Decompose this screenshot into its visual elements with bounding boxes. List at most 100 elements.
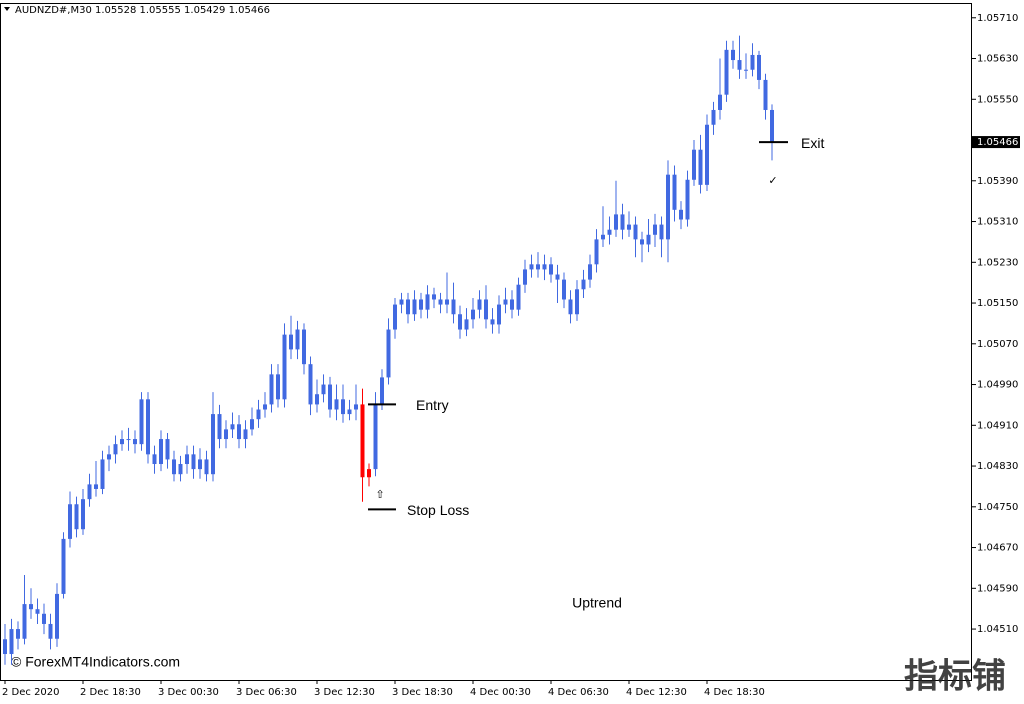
candle-body (295, 329, 300, 350)
candle-body (146, 399, 150, 455)
candle-body (484, 299, 488, 320)
candle-body (633, 224, 638, 240)
candle-body (419, 299, 423, 310)
candle-body (81, 499, 85, 530)
candle-body (354, 404, 358, 410)
candle-body (412, 299, 417, 315)
candle-body (705, 124, 709, 185)
candle-body (16, 629, 20, 639)
current-price-label: 1.05466 (977, 137, 1018, 148)
y-tick-label: 1.05390 (977, 176, 1018, 187)
candle-body (393, 304, 397, 330)
candle-body (477, 299, 482, 310)
y-tick-label: 1.04670 (977, 543, 1018, 554)
candle-body (373, 404, 378, 470)
candle-body (471, 309, 475, 320)
candle-body (61, 538, 66, 594)
y-tick-label: 1.04590 (977, 583, 1018, 594)
candle-body (542, 264, 547, 270)
candle-body (217, 414, 222, 440)
candle-body (640, 239, 644, 245)
y-tick-label: 1.04830 (977, 461, 1018, 472)
annotation: Uptrend (572, 595, 622, 611)
candle-body (718, 94, 722, 110)
candle-body (367, 469, 371, 478)
candle-body (731, 49, 735, 61)
candle-body (750, 54, 755, 70)
candle-body (757, 54, 761, 80)
candle-body (198, 459, 202, 470)
y-tick-label: 1.04910 (977, 420, 1018, 431)
candle-body (458, 314, 462, 330)
x-tick-label: 3 Dec 06:30 (236, 687, 297, 698)
x-tick-label: 3 Dec 12:30 (314, 687, 375, 698)
candle-body (250, 419, 254, 430)
candle-body (308, 364, 313, 405)
candle-body (230, 424, 235, 430)
candle-body (607, 229, 612, 235)
candle-body (432, 294, 436, 300)
candle-body (68, 504, 72, 539)
candle-body (744, 69, 748, 71)
candle-body (666, 174, 670, 240)
candle-body (490, 319, 495, 325)
watermark-site: © ForexMT4Indicators.com (11, 654, 180, 670)
y-tick-label: 1.05070 (977, 339, 1018, 350)
candle-body (516, 284, 521, 310)
candle-body (126, 439, 131, 441)
candle-body (646, 234, 651, 245)
candle-body (438, 299, 443, 305)
candle-body (523, 269, 527, 285)
candle-body (107, 454, 111, 460)
candle-body (120, 439, 124, 445)
buy-arrow: ⇧ (375, 488, 384, 501)
candle-body (3, 639, 7, 655)
candle-body (178, 464, 183, 475)
candle-body (100, 459, 105, 489)
candle-body (770, 109, 774, 143)
candle-body (724, 49, 729, 95)
candle-body (627, 224, 631, 230)
candle-body (692, 149, 696, 180)
candle-body (698, 149, 703, 185)
x-tick-label: 4 Dec 06:30 (548, 687, 609, 698)
candle-body (133, 439, 137, 445)
x-tick-label: 2 Dec 2020 (2, 687, 60, 698)
watermark: 指标铺 (904, 657, 1006, 697)
candle-body (425, 294, 430, 310)
candle-body (35, 609, 40, 614)
candle-body (224, 429, 228, 440)
candle-body (159, 439, 163, 465)
y-tick-label: 1.05230 (977, 257, 1018, 268)
y-tick-label: 1.04990 (977, 380, 1018, 391)
x-tick-label: 3 Dec 18:30 (392, 687, 453, 698)
candle-body (497, 304, 501, 325)
candle-body (614, 214, 618, 230)
candle-body (575, 289, 579, 315)
y-tick-label: 1.04750 (977, 502, 1018, 513)
candle-body (42, 613, 46, 624)
candle-body (510, 299, 514, 310)
candle-body (328, 384, 332, 410)
candle-body (113, 444, 118, 455)
candle-body (581, 279, 586, 290)
candle-body (620, 214, 625, 230)
candle-body (406, 299, 410, 315)
candle-body (536, 264, 540, 270)
y-tick-label: 1.04510 (977, 624, 1018, 635)
level-label: Exit (801, 135, 824, 151)
candle-body (451, 299, 456, 315)
y-tick-label: 1.05710 (977, 13, 1018, 24)
candle-body (555, 274, 560, 280)
candle-body (347, 409, 352, 415)
candle-body (22, 604, 27, 639)
candle-body (334, 399, 339, 410)
candle-body (588, 264, 592, 280)
y-tick-label: 1.05150 (977, 298, 1018, 309)
current-price-box (972, 136, 1020, 149)
candle-body (152, 454, 157, 465)
y-tick-label: 1.05310 (977, 217, 1018, 228)
candle-body (341, 399, 345, 415)
x-tick-label: 4 Dec 12:30 (626, 687, 687, 698)
